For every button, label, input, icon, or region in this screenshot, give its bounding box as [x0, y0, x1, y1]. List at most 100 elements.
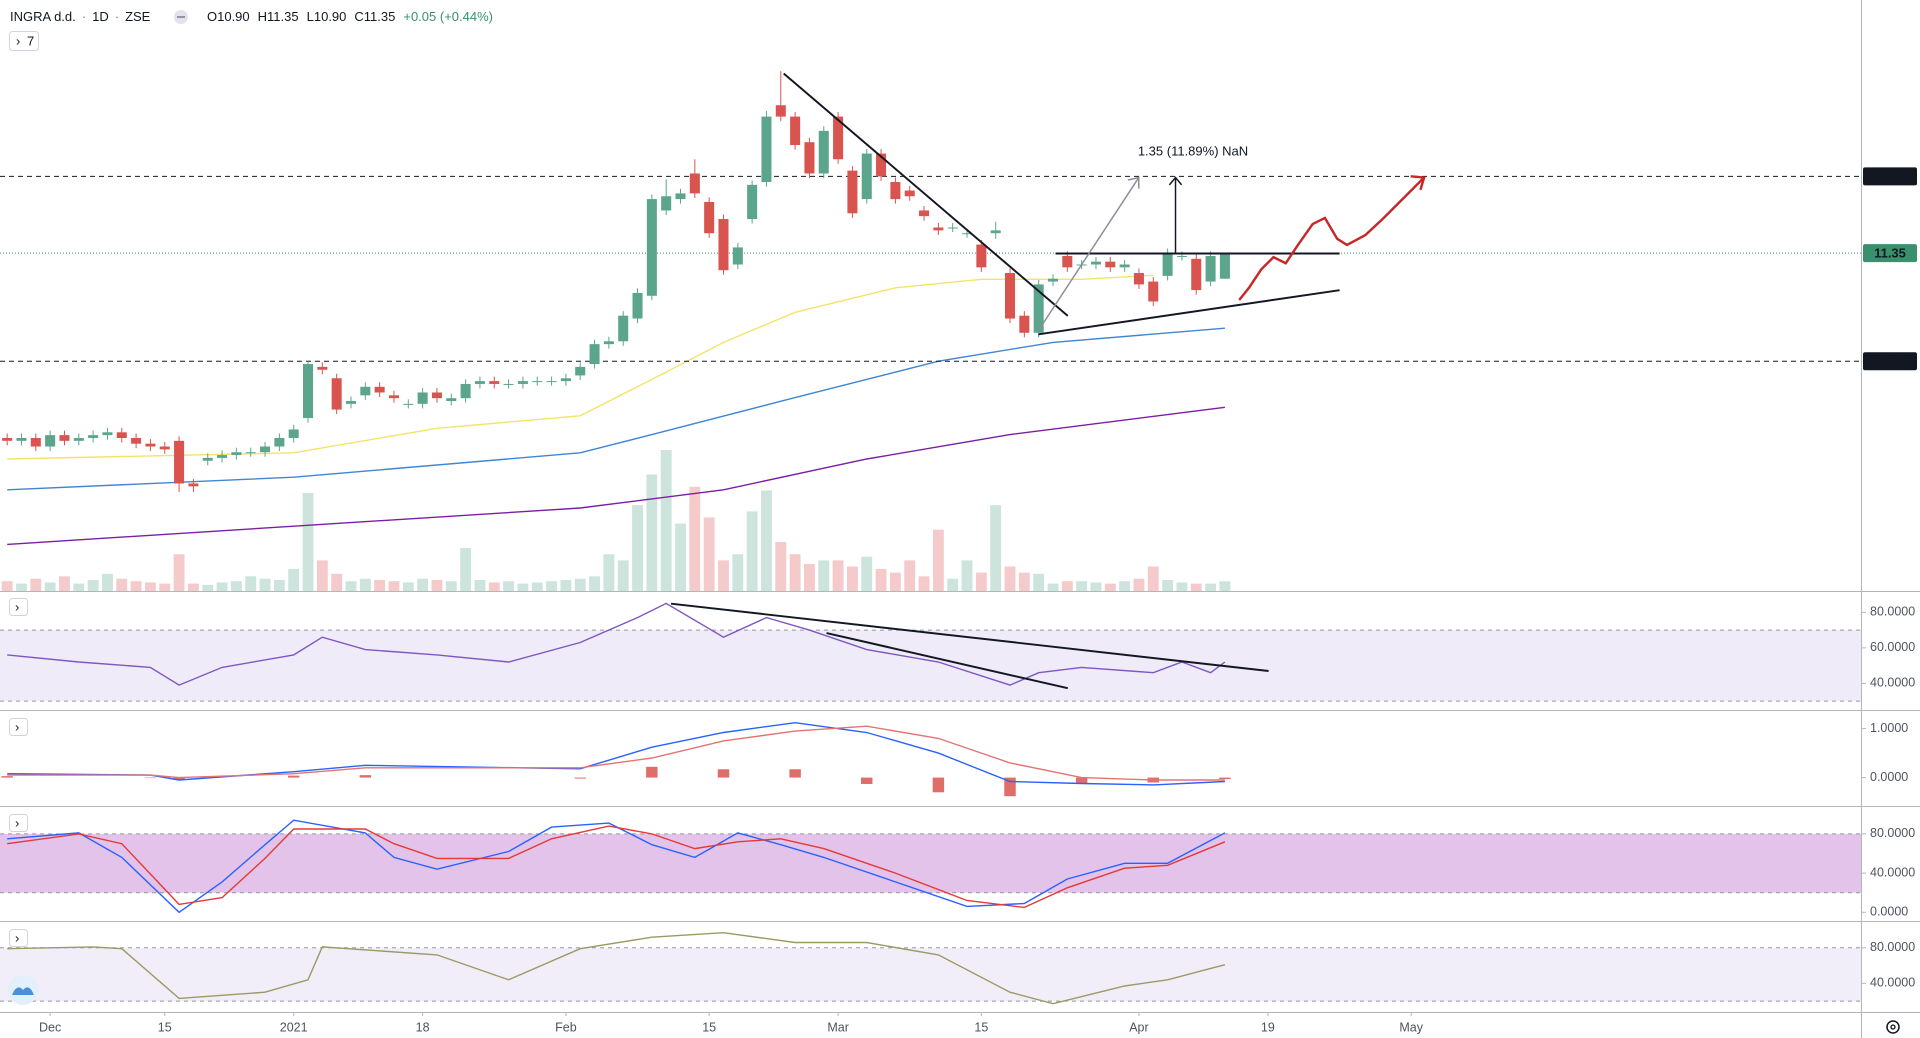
- exchange: ZSE: [125, 9, 151, 24]
- pane-toggle[interactable]: [9, 598, 28, 616]
- ohlc-close: C11.35: [354, 9, 395, 24]
- y-tick-label: 80.0000: [1870, 940, 1915, 954]
- measure-label: 1.35 (11.89%) NaN: [1138, 143, 1248, 158]
- indicators-toggle[interactable]: [9, 31, 39, 51]
- candle-body: [833, 116, 844, 160]
- candle-body: [174, 440, 185, 484]
- volume-bar: [159, 583, 171, 591]
- x-tick-label: 18: [416, 1020, 430, 1034]
- x-tick-label: May: [1399, 1020, 1423, 1034]
- indicator-band: [0, 947, 1861, 1002]
- pane-toggle[interactable]: [9, 718, 28, 736]
- price-level-box: [1863, 244, 1917, 263]
- volume-bar: [273, 579, 285, 591]
- candle-body: [689, 173, 700, 194]
- price-level-label: 11.35: [1874, 246, 1906, 261]
- volume-bar: [116, 578, 128, 591]
- volume-bar: [861, 556, 873, 591]
- candle-body: [861, 153, 872, 200]
- volume-bar: [1205, 583, 1217, 591]
- volume-bar: [889, 572, 901, 591]
- candle-body: [804, 142, 815, 174]
- candle-body: [976, 244, 987, 268]
- volume-bar: [187, 583, 199, 591]
- volume-bar: [689, 486, 701, 591]
- y-tick-label: 0.0000: [1870, 905, 1908, 919]
- candle-body: [1205, 255, 1216, 282]
- volume-bar: [316, 560, 328, 591]
- candle-body: [503, 383, 514, 385]
- x-tick-label: Feb: [555, 1020, 577, 1034]
- candle-body: [876, 153, 887, 177]
- volume-bar: [1104, 583, 1116, 591]
- volume-bar: [832, 560, 844, 591]
- volume-bar: [574, 578, 586, 591]
- volume-bar: [44, 582, 56, 591]
- volume-bar: [144, 582, 156, 591]
- candle-body: [661, 196, 672, 211]
- volume-bar: [1061, 581, 1073, 591]
- volume-bar: [503, 581, 515, 591]
- y-tick-label: 40.0000: [1870, 676, 1915, 690]
- volume-bar: [460, 548, 472, 591]
- volume-bar: [1033, 573, 1045, 591]
- candle-body: [489, 381, 500, 384]
- x-tick-label: 15: [158, 1020, 172, 1034]
- volume-bar: [646, 474, 658, 591]
- volume-bar: [16, 583, 27, 591]
- candle-body: [1133, 273, 1144, 285]
- volume-bar: [546, 581, 558, 591]
- volume-bar: [718, 560, 729, 591]
- symbol: INGRA d.d.: [10, 9, 76, 24]
- candle-body: [374, 386, 385, 393]
- volume-bar: [746, 511, 758, 591]
- legend-title: INGRA d.d. · 1D · ZSE: [10, 9, 151, 24]
- volume-bar: [775, 541, 787, 591]
- candle-body: [947, 227, 958, 229]
- settings-button[interactable]: [1886, 1020, 1900, 1034]
- indicator-line: [7, 602, 1226, 686]
- volume-bar: [1018, 572, 1030, 591]
- candle-body: [88, 435, 99, 438]
- volume-bar: [932, 529, 944, 591]
- volume-bar: [632, 505, 643, 591]
- pane-toggle[interactable]: [9, 929, 28, 947]
- volume-bar: [288, 568, 300, 591]
- separator: ·: [115, 9, 119, 24]
- candle-body: [274, 437, 285, 447]
- toggle-chevron: ›: [16, 33, 20, 48]
- histogram-bar: [1219, 777, 1231, 780]
- volume-bar: [660, 450, 672, 591]
- candle-body: [1219, 253, 1230, 279]
- volume-bar: [102, 573, 113, 591]
- histogram-bar: [144, 777, 157, 779]
- pane-toggle[interactable]: [9, 814, 28, 832]
- histogram-bar: [359, 775, 372, 778]
- volume-bar: [947, 578, 959, 591]
- histogram-bar: [287, 775, 300, 778]
- ohlc-low: L10.90: [307, 9, 347, 24]
- volume-bar: [1076, 581, 1088, 591]
- histogram-bar: [717, 769, 730, 778]
- settings-icon: [1890, 1024, 1896, 1030]
- volume-bar: [474, 579, 486, 591]
- candle-body: [1033, 284, 1044, 333]
- candle-body: [303, 364, 314, 419]
- indicator-line: [7, 725, 1225, 781]
- price-level-label: 12.70: [1874, 169, 1907, 184]
- candle-body: [1162, 253, 1173, 276]
- y-tick-label: 80.0000: [1870, 826, 1915, 840]
- candle-body: [317, 366, 328, 370]
- candle-body: [646, 199, 657, 296]
- candle-body: [718, 218, 729, 271]
- candle-body: [260, 446, 271, 453]
- volume-bar: [1147, 566, 1159, 591]
- candle-body: [890, 182, 901, 200]
- volume-bar: [488, 582, 500, 591]
- volume-bar: [445, 581, 457, 591]
- volume-bar: [803, 564, 815, 591]
- price-level-box: [1863, 352, 1917, 371]
- histogram-bar: [1004, 777, 1016, 797]
